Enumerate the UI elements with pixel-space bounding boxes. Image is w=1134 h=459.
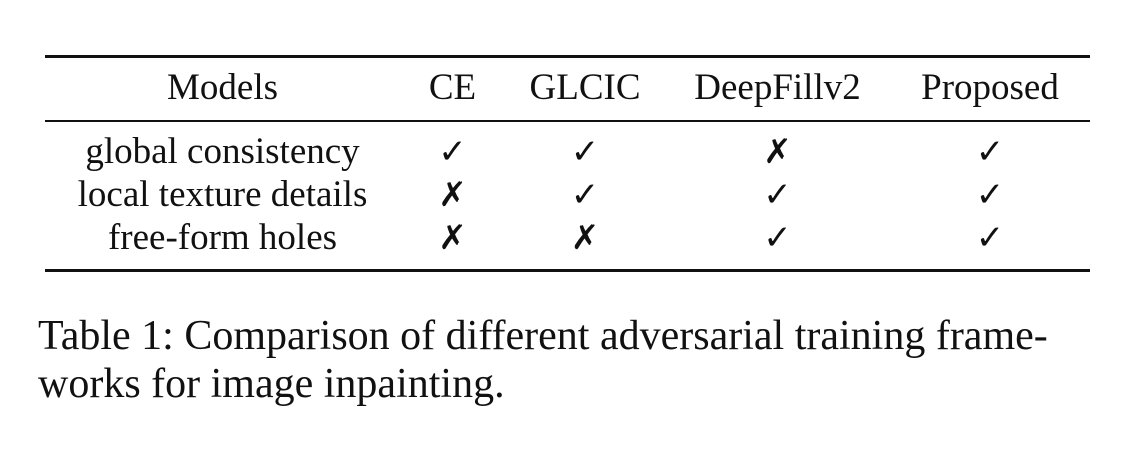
header-models: Models <box>167 67 278 108</box>
table-bottom-rule <box>45 269 1090 272</box>
cell-free-glcic: ✗ <box>570 218 600 258</box>
caption-line-2: works for image inpainting. <box>38 361 505 407</box>
cell-global-glcic: ✓ <box>570 132 600 172</box>
header-glcic: GLCIC <box>529 67 641 108</box>
row-label-global-consistency: global consistency <box>85 131 360 172</box>
cell-local-proposed: ✓ <box>975 175 1005 215</box>
table-caption: Table 1: Comparison of different adversa… <box>38 312 1098 408</box>
cell-free-ce: ✗ <box>438 218 467 258</box>
cell-free-deepfillv2: ✓ <box>763 218 792 258</box>
cell-global-deepfillv2: ✗ <box>763 132 792 172</box>
cell-local-deepfillv2: ✓ <box>763 175 792 215</box>
header-ce: CE <box>428 67 477 108</box>
cell-local-glcic: ✓ <box>570 175 600 215</box>
header-proposed: Proposed <box>921 67 1059 108</box>
row-label-free-form: free-form holes <box>107 217 338 258</box>
cell-global-proposed: ✓ <box>975 132 1005 172</box>
cell-free-proposed: ✓ <box>975 218 1005 258</box>
cell-local-ce: ✗ <box>438 175 467 215</box>
table-mid-rule <box>45 120 1090 122</box>
caption-line-1: Table 1: Comparison of different adversa… <box>38 313 1048 359</box>
row-label-local-texture: local texture details <box>77 174 368 215</box>
cell-global-ce: ✓ <box>438 132 467 172</box>
table-top-rule <box>45 55 1090 58</box>
header-deepfillv2: DeepFillv2 <box>694 67 861 108</box>
